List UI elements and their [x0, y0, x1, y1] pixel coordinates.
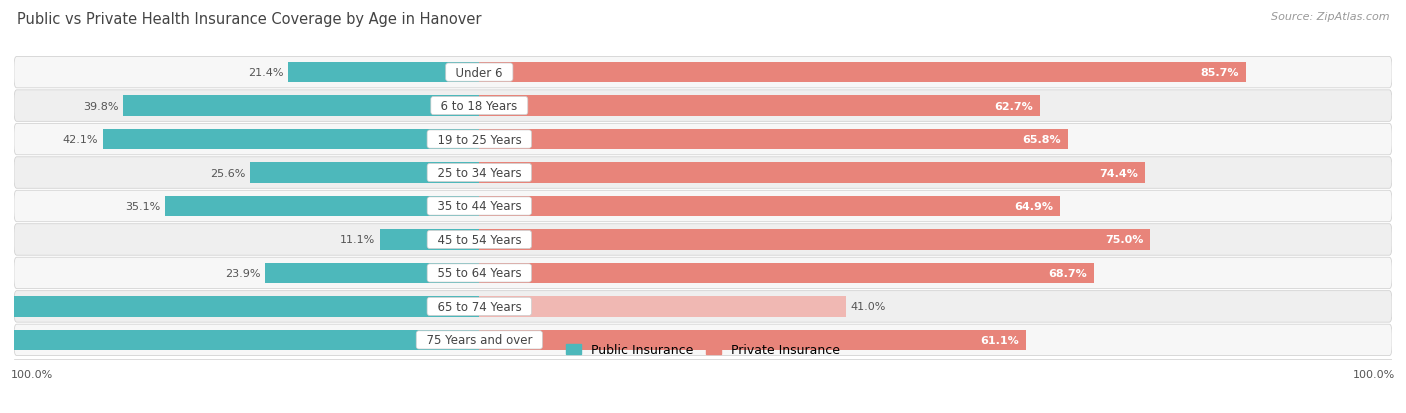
Bar: [479, 230, 1150, 250]
Bar: [166, 196, 479, 217]
Text: 25 to 34 Years: 25 to 34 Years: [430, 166, 529, 180]
Bar: [0, 296, 479, 317]
Bar: [479, 163, 1144, 183]
Text: 42.1%: 42.1%: [63, 135, 98, 145]
FancyBboxPatch shape: [14, 57, 1392, 89]
FancyBboxPatch shape: [14, 258, 1392, 289]
Text: 61.1%: 61.1%: [980, 335, 1019, 345]
FancyBboxPatch shape: [14, 191, 1392, 222]
Text: Under 6: Under 6: [449, 66, 510, 79]
Bar: [479, 263, 1094, 284]
Text: 41.0%: 41.0%: [851, 301, 886, 312]
FancyBboxPatch shape: [14, 157, 1392, 189]
Bar: [479, 330, 1026, 350]
Text: 75 Years and over: 75 Years and over: [419, 334, 540, 347]
Text: 75.0%: 75.0%: [1105, 235, 1143, 245]
FancyBboxPatch shape: [14, 324, 1392, 356]
Legend: Public Insurance, Private Insurance: Public Insurance, Private Insurance: [562, 340, 844, 361]
Text: Source: ZipAtlas.com: Source: ZipAtlas.com: [1271, 12, 1389, 22]
Text: 68.7%: 68.7%: [1047, 268, 1087, 278]
Bar: [479, 129, 1069, 150]
Text: 74.4%: 74.4%: [1099, 168, 1137, 178]
Text: 65.8%: 65.8%: [1022, 135, 1062, 145]
Text: 65 to 74 Years: 65 to 74 Years: [430, 300, 529, 313]
FancyBboxPatch shape: [14, 224, 1392, 256]
Bar: [380, 230, 479, 250]
Bar: [479, 196, 1060, 217]
Bar: [250, 163, 479, 183]
Text: 45 to 54 Years: 45 to 54 Years: [430, 233, 529, 247]
Bar: [266, 263, 479, 284]
Bar: [479, 96, 1040, 117]
Text: 55 to 64 Years: 55 to 64 Years: [430, 267, 529, 280]
Text: 35.1%: 35.1%: [125, 202, 160, 211]
Bar: [479, 296, 846, 317]
Bar: [0, 330, 479, 350]
Text: Public vs Private Health Insurance Coverage by Age in Hanover: Public vs Private Health Insurance Cover…: [17, 12, 481, 27]
Text: 62.7%: 62.7%: [994, 101, 1033, 112]
FancyBboxPatch shape: [14, 291, 1392, 323]
Text: 21.4%: 21.4%: [247, 68, 284, 78]
FancyBboxPatch shape: [14, 124, 1392, 155]
Text: 39.8%: 39.8%: [83, 101, 118, 112]
Bar: [479, 63, 1246, 83]
Text: 25.6%: 25.6%: [211, 168, 246, 178]
FancyBboxPatch shape: [14, 90, 1392, 122]
Text: 85.7%: 85.7%: [1201, 68, 1239, 78]
Text: 35 to 44 Years: 35 to 44 Years: [430, 200, 529, 213]
Text: 6 to 18 Years: 6 to 18 Years: [433, 100, 526, 113]
Text: 23.9%: 23.9%: [225, 268, 262, 278]
Text: 64.9%: 64.9%: [1014, 202, 1053, 211]
Text: 11.1%: 11.1%: [340, 235, 375, 245]
Bar: [103, 129, 479, 150]
Bar: [288, 63, 479, 83]
Text: 19 to 25 Years: 19 to 25 Years: [430, 133, 529, 146]
Bar: [124, 96, 479, 117]
